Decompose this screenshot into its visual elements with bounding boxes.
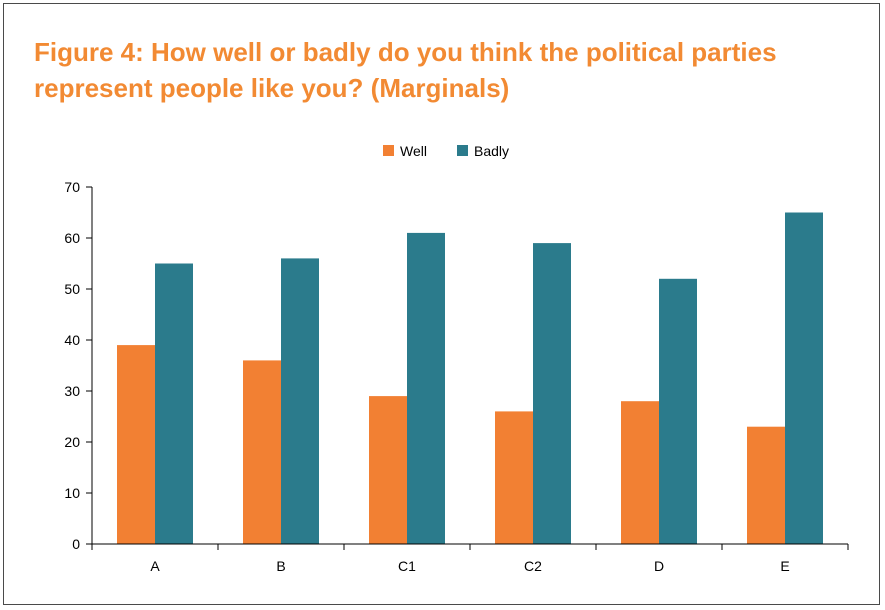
axes: 0 10 20 30 40 50 60 70 A B C1 C2 D E [64,179,849,574]
bar-badly-a [155,263,193,544]
bar-well-c1 [369,396,407,544]
x-tick-label: A [150,558,160,574]
bar-well-c2 [495,411,533,544]
y-tick-label: 70 [64,179,80,195]
x-tick-label: E [780,558,789,574]
y-tick-label: 10 [64,485,80,501]
legend-swatch-badly [457,145,468,156]
y-tick-label: 20 [64,434,80,450]
legend-swatch-well [383,145,394,156]
x-tick-label: C2 [524,558,542,574]
y-tick-label: 30 [64,383,80,399]
x-tick-label: B [276,558,285,574]
bar-well-a [117,345,155,544]
legend-label-badly: Badly [474,143,509,159]
x-tick-label: D [654,558,664,574]
y-tick-label: 50 [64,281,80,297]
legend: Well Badly [383,143,509,159]
chart-title: Figure 4: How well or badly do you think… [34,37,777,103]
bar-badly-c2 [533,243,571,544]
bar-well-d [621,401,659,544]
y-tick-label: 60 [64,230,80,246]
bar-well-e [747,426,785,544]
legend-label-well: Well [400,143,427,159]
x-tick-label: C1 [398,558,416,574]
y-tick-label: 0 [72,536,80,552]
bar-badly-b [281,258,319,544]
bar-well-b [243,360,281,544]
y-tick-label: 40 [64,332,80,348]
bar-badly-e [785,212,823,544]
bar-badly-c1 [407,232,445,544]
bars [117,212,823,544]
bar-badly-d [659,278,697,544]
